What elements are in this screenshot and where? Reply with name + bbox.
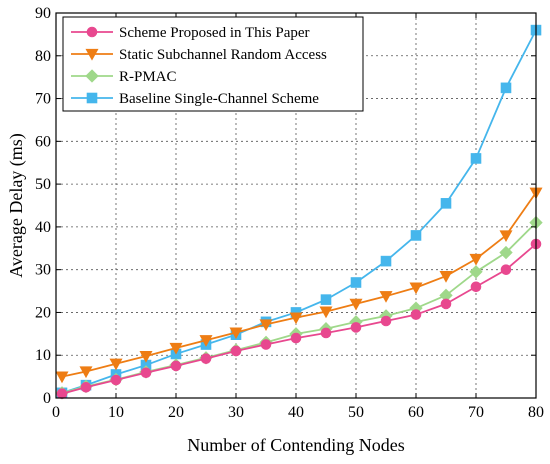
x-tick-label: 80: [528, 404, 544, 421]
triangle-down-marker: [499, 230, 513, 243]
triangle-down-marker: [319, 306, 333, 319]
y-tick-label: 80: [35, 48, 51, 65]
legend-item: Baseline Single-Channel Scheme: [71, 91, 319, 107]
series-1: [56, 238, 542, 400]
x-tick-label: 40: [288, 404, 304, 421]
triangle-down-marker: [139, 350, 153, 363]
y-axis-title: Average Delay (ms): [6, 133, 27, 278]
circle-marker: [470, 281, 482, 293]
square-marker: [86, 92, 98, 104]
x-tick-label: 50: [348, 404, 364, 421]
triangle-down-marker: [199, 335, 213, 347]
triangle-down-marker: [439, 270, 453, 283]
y-tick-label: 70: [35, 91, 51, 108]
circle-marker: [80, 382, 92, 393]
legend-item: R-PMAC: [71, 69, 177, 85]
x-tick-label: 30: [228, 404, 244, 421]
y-tick-label: 60: [35, 133, 51, 150]
x-tick-label: 60: [408, 404, 424, 421]
triangle-down-marker: [109, 358, 123, 371]
circle-marker: [380, 315, 392, 327]
circle-marker: [290, 332, 302, 344]
triangle-down-marker: [229, 327, 243, 340]
circle-marker: [350, 322, 362, 333]
circle-marker: [500, 264, 512, 275]
legend-label: Static Subchannel Random Access: [119, 47, 327, 63]
circle-marker: [260, 339, 272, 350]
square-marker: [320, 294, 332, 305]
circle-marker: [140, 367, 152, 379]
circle-marker: [86, 26, 98, 38]
series-line: [61, 192, 537, 378]
triangle-down-marker: [379, 291, 393, 303]
square-marker: [470, 153, 482, 164]
circle-marker: [440, 298, 452, 310]
legend-label: R-PMAC: [119, 69, 177, 85]
x-tick-label: 0: [52, 404, 60, 421]
circle-marker: [410, 309, 422, 320]
circle-marker: [230, 345, 242, 357]
diamond-marker: [469, 265, 483, 279]
y-tick-label: 90: [35, 5, 51, 22]
triangle-down-marker: [259, 319, 273, 332]
triangle-down-marker: [469, 253, 483, 266]
triangle-down-marker: [85, 48, 99, 61]
diamond-marker: [85, 69, 99, 83]
y-tick-label: 40: [35, 219, 51, 236]
y-tick-label: 50: [35, 176, 51, 193]
triangle-down-marker: [349, 298, 363, 311]
circle-marker: [56, 388, 68, 400]
series-line: [61, 243, 537, 395]
triangle-down-marker: [289, 312, 303, 325]
circle-marker: [200, 353, 212, 364]
x-axis-title: Number of Contending Nodes: [187, 435, 404, 455]
circle-marker: [320, 327, 332, 339]
y-tick-label: 10: [35, 347, 51, 364]
circle-marker: [110, 374, 122, 386]
legend-label: Baseline Single-Channel Scheme: [119, 91, 319, 107]
axes: 0 10 20 30 40 50 60 70 80 0 10 20 30 40 50 60 70 80 90: [35, 5, 544, 421]
square-marker: [380, 255, 392, 267]
square-marker: [440, 198, 452, 209]
triangle-down-marker: [409, 282, 423, 295]
triangle-down-marker: [55, 371, 69, 384]
square-marker: [350, 277, 362, 288]
square-marker: [410, 230, 422, 241]
triangle-down-marker: [79, 366, 93, 379]
y-tick-label: 20: [35, 304, 51, 321]
series-2: [55, 187, 543, 384]
x-tick-label: 70: [468, 404, 484, 421]
y-tick-label: 30: [35, 262, 51, 279]
x-tick-label: 20: [168, 404, 184, 421]
triangle-down-marker: [169, 342, 183, 355]
diamond-marker: [499, 245, 513, 260]
legend-item: Static Subchannel Random Access: [71, 47, 327, 63]
y-tick-label: 0: [43, 390, 51, 407]
square-marker: [500, 82, 512, 94]
circle-marker: [170, 360, 182, 372]
x-tick-label: 10: [108, 404, 124, 421]
legend-item: Scheme Proposed in This Paper: [71, 25, 310, 41]
legend-label: Scheme Proposed in This Paper: [119, 25, 310, 41]
legend: Scheme Proposed in This Paper Static Subc…: [62, 16, 364, 112]
